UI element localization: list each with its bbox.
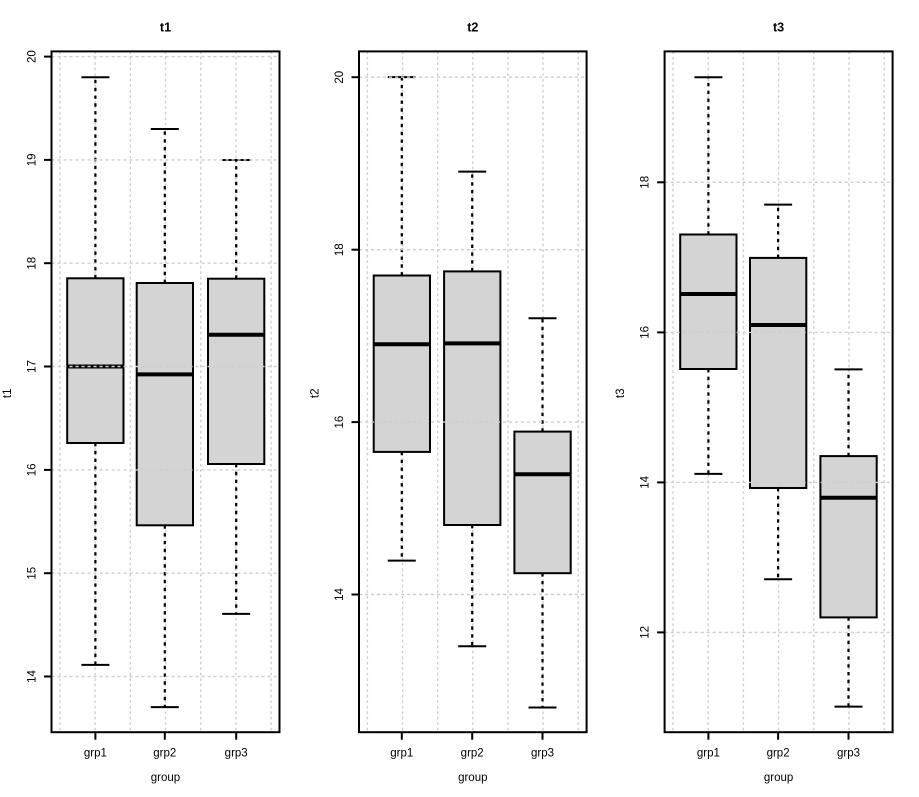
svg-text:16: 16 bbox=[334, 416, 346, 429]
svg-text:grp3: grp3 bbox=[225, 748, 248, 760]
svg-text:grp2: grp2 bbox=[153, 748, 176, 760]
svg-text:group: group bbox=[151, 772, 180, 784]
svg-text:t2: t2 bbox=[467, 21, 478, 35]
svg-text:t1: t1 bbox=[2, 389, 14, 399]
svg-text:14: 14 bbox=[26, 670, 38, 683]
svg-text:grp1: grp1 bbox=[697, 748, 720, 760]
svg-text:14: 14 bbox=[334, 588, 346, 601]
svg-text:15: 15 bbox=[26, 567, 38, 580]
svg-text:18: 18 bbox=[639, 176, 651, 189]
svg-text:18: 18 bbox=[26, 257, 38, 270]
svg-text:12: 12 bbox=[639, 626, 651, 639]
svg-text:14: 14 bbox=[639, 475, 651, 488]
svg-text:19: 19 bbox=[26, 154, 38, 167]
svg-text:16: 16 bbox=[26, 464, 38, 477]
svg-text:grp2: grp2 bbox=[767, 748, 790, 760]
svg-text:17: 17 bbox=[26, 360, 38, 373]
svg-text:t3: t3 bbox=[615, 389, 627, 399]
svg-text:t3: t3 bbox=[773, 21, 784, 35]
svg-text:16: 16 bbox=[639, 326, 651, 339]
svg-text:18: 18 bbox=[334, 243, 346, 256]
svg-text:grp3: grp3 bbox=[837, 748, 860, 760]
svg-text:t2: t2 bbox=[310, 389, 322, 399]
svg-text:grp1: grp1 bbox=[84, 748, 107, 760]
svg-text:group: group bbox=[764, 772, 793, 784]
svg-text:grp1: grp1 bbox=[390, 748, 413, 760]
svg-text:group: group bbox=[458, 772, 487, 784]
svg-text:20: 20 bbox=[334, 71, 346, 84]
svg-text:t1: t1 bbox=[160, 21, 171, 35]
svg-text:grp3: grp3 bbox=[531, 748, 554, 760]
svg-text:grp2: grp2 bbox=[461, 748, 484, 760]
svg-text:20: 20 bbox=[26, 50, 38, 63]
